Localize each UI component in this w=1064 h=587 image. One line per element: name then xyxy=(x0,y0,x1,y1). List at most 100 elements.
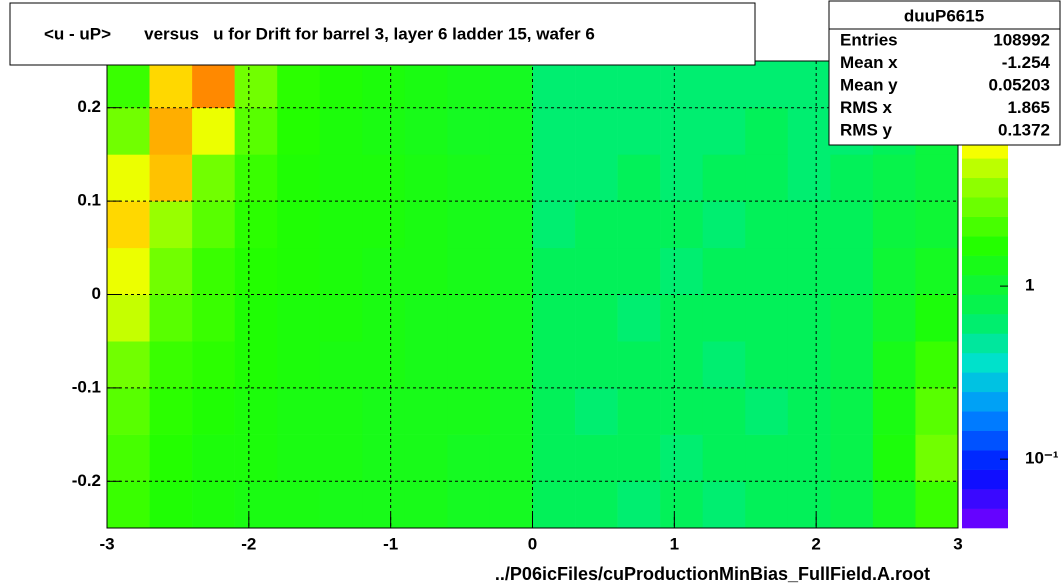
heatmap-cell xyxy=(319,387,363,435)
heatmap-cell xyxy=(107,294,150,342)
heatmap-cell xyxy=(234,387,278,435)
heatmap-cell xyxy=(447,247,491,295)
heatmap-cell xyxy=(447,341,491,389)
stats-label: Mean y xyxy=(840,75,898,94)
heatmap-cell xyxy=(362,481,406,529)
heatmap-cell xyxy=(575,294,618,342)
heatmap-cell xyxy=(362,294,406,342)
heatmap-cell xyxy=(787,434,831,482)
heatmap-cell xyxy=(447,201,491,249)
stats-label: Entries xyxy=(840,30,898,49)
heatmap-cell xyxy=(192,341,235,389)
heatmap-cell xyxy=(915,247,959,295)
heatmap-cell xyxy=(532,107,576,155)
heatmap-cell xyxy=(447,61,491,108)
heatmap-cell xyxy=(575,434,618,482)
heatmap-cell xyxy=(234,294,278,342)
heatmap-cell xyxy=(149,61,193,108)
stats-value: 0.1372 xyxy=(998,120,1050,139)
heatmap-cell xyxy=(830,341,874,389)
heatmap-cell xyxy=(234,481,278,529)
palette-swatch xyxy=(962,430,1008,451)
heatmap-cell xyxy=(702,341,746,389)
heatmap-cell xyxy=(617,434,661,482)
stats-value: 0.05203 xyxy=(989,75,1050,94)
heatmap-cell xyxy=(575,201,618,249)
heatmap-cell xyxy=(830,294,874,342)
heatmap-cell xyxy=(787,107,831,155)
heatmap-cell xyxy=(830,201,874,249)
heatmap-cell xyxy=(787,61,831,108)
heatmap-cell xyxy=(702,201,746,249)
heatmap-cell xyxy=(745,341,789,389)
heatmap-cell xyxy=(532,154,576,202)
heatmap-cell xyxy=(872,481,916,529)
heatmap-cell xyxy=(702,387,746,435)
heatmap-cell xyxy=(872,247,916,295)
palette-swatch xyxy=(962,313,1008,334)
heatmap-cell xyxy=(532,61,576,108)
title-box xyxy=(9,2,756,66)
heatmap-cell xyxy=(149,434,193,482)
heatmap-cell xyxy=(830,481,874,529)
heatmap-cell xyxy=(702,294,746,342)
stats-rows: Entries 108992 Mean x -1.254 Mean y 0.05203 RM… xyxy=(840,30,1051,139)
heatmap-cell xyxy=(872,154,916,202)
y-tick-label: 0 xyxy=(92,284,101,303)
heatmap-cell xyxy=(787,387,831,435)
x-tick-label: 2 xyxy=(811,534,820,553)
heatmap-cell xyxy=(107,107,150,155)
heatmap-cell xyxy=(575,387,618,435)
heatmap-cell xyxy=(319,294,363,342)
heatmap-cell xyxy=(277,154,321,202)
heatmap-cell xyxy=(489,387,533,435)
heatmap-cell xyxy=(532,294,576,342)
heatmap-cell xyxy=(362,434,406,482)
heatmap-cell xyxy=(404,341,448,389)
palette-swatch xyxy=(962,255,1008,276)
heatmap-cell xyxy=(447,434,491,482)
heatmap-cell xyxy=(149,341,193,389)
stats-value: 108992 xyxy=(993,30,1050,49)
heatmap-cell xyxy=(702,107,746,155)
heatmap-cell xyxy=(107,154,150,202)
heatmap-cell xyxy=(277,387,321,435)
heatmap-cell xyxy=(660,247,703,295)
heatmap-cell xyxy=(489,481,533,529)
heatmap-cell xyxy=(575,247,618,295)
heatmap-cell xyxy=(532,201,576,249)
heatmap-cell xyxy=(745,154,789,202)
heatmap-cell xyxy=(234,341,278,389)
stats-label: RMS x xyxy=(840,98,893,117)
heatmap-cell xyxy=(830,154,874,202)
heatmap-cell xyxy=(617,341,661,389)
heatmap-cell xyxy=(489,341,533,389)
palette-swatch xyxy=(962,333,1008,354)
heatmap-cell xyxy=(915,387,959,435)
heatmap-cell xyxy=(319,154,363,202)
heatmap-cell xyxy=(745,294,789,342)
heatmap-cell xyxy=(532,247,576,295)
heatmap-cell xyxy=(617,154,661,202)
x-tick-label: 3 xyxy=(953,534,962,553)
z-tick-label: 1 xyxy=(1025,276,1034,295)
heatmap-cell xyxy=(915,154,959,202)
heatmap-cell xyxy=(107,481,150,529)
heatmap-cell xyxy=(787,294,831,342)
heatmap-cell xyxy=(319,107,363,155)
heatmap-cell xyxy=(362,341,406,389)
heatmap-cell xyxy=(575,154,618,202)
heatmap-cell xyxy=(702,481,746,529)
heatmap-cell xyxy=(489,61,533,108)
heatmap-cell xyxy=(107,434,150,482)
palette-swatch xyxy=(962,469,1008,490)
heatmap-cell xyxy=(745,247,789,295)
x-tick-label: -2 xyxy=(241,534,256,553)
heatmap-cell xyxy=(319,201,363,249)
y-tick-label: -0.1 xyxy=(72,377,101,396)
palette-swatch xyxy=(962,352,1008,373)
heatmap-cell xyxy=(915,294,959,342)
heatmap-cell xyxy=(277,61,321,108)
heatmap-cell xyxy=(447,481,491,529)
heatmap-cell xyxy=(915,201,959,249)
